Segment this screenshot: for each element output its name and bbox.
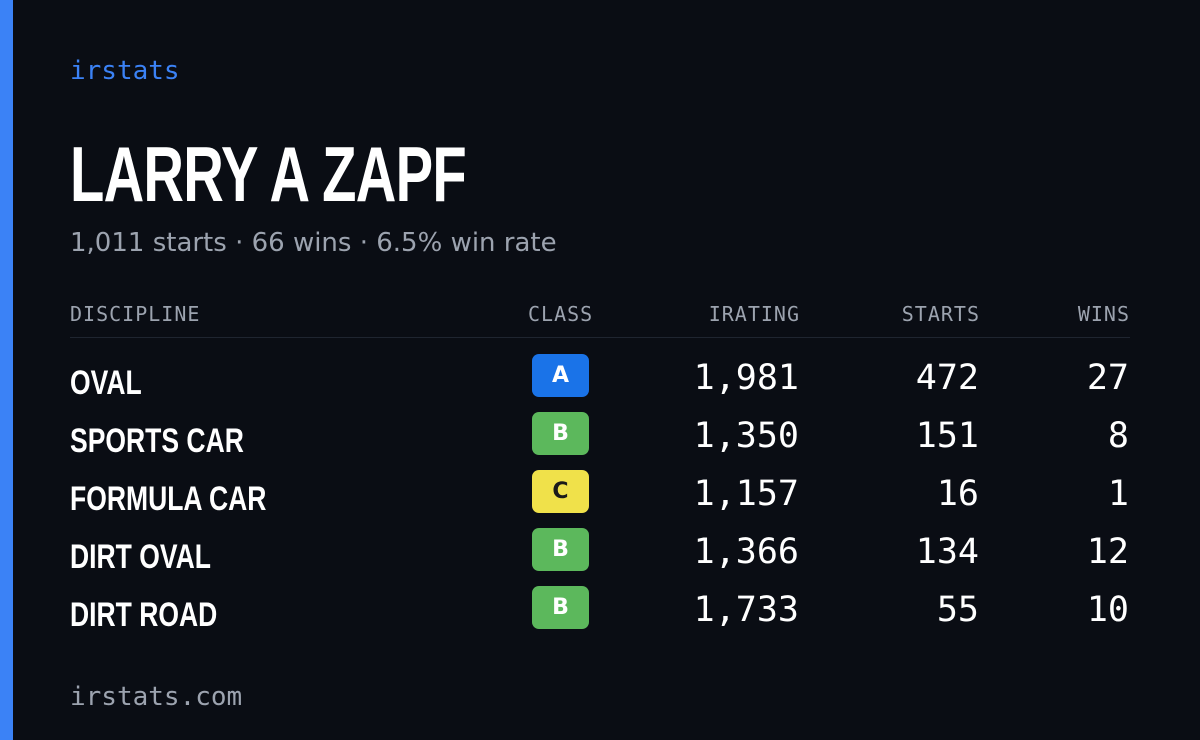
starts-value: 134 — [915, 532, 979, 572]
class-badge: C — [532, 470, 589, 513]
irating-value: 1,733 — [693, 590, 799, 630]
discipline-name: DIRT OVAL — [70, 538, 211, 576]
discipline-table: OVAL A 1,981 472 27 SPORTS CAR B 1,350 1… — [70, 350, 1130, 640]
starts-value: 16 — [936, 474, 979, 514]
footer-url: irstats.com — [70, 682, 243, 712]
header-irating: IRATING — [708, 302, 800, 326]
header-wins: WINS — [1077, 302, 1130, 326]
wins-value: 8 — [1107, 416, 1129, 456]
discipline-name: OVAL — [70, 364, 142, 402]
header-discipline: DISCIPLINE — [70, 302, 201, 326]
accent-bar — [0, 0, 13, 740]
table-header: DISCIPLINE CLASS IRATING STARTS WINS — [70, 300, 1130, 338]
irating-value: 1,350 — [693, 416, 799, 456]
starts-value: 472 — [915, 358, 979, 398]
table-row: DIRT OVAL B 1,366 134 12 — [70, 524, 1130, 582]
table-row: FORMULA CAR C 1,157 16 1 — [70, 466, 1130, 524]
table-row: DIRT ROAD B 1,733 55 10 — [70, 582, 1130, 640]
irating-value: 1,981 — [693, 358, 799, 398]
table-row: SPORTS CAR B 1,350 151 8 — [70, 408, 1130, 466]
class-badge: A — [532, 354, 589, 397]
irating-value: 1,366 — [693, 532, 799, 572]
class-badge: B — [532, 528, 589, 571]
brand-logo: irstats — [70, 56, 180, 86]
irating-value: 1,157 — [693, 474, 799, 514]
wins-value: 27 — [1086, 358, 1129, 398]
discipline-name: FORMULA CAR — [70, 480, 267, 518]
driver-name: LARRY A ZAPF — [70, 130, 467, 218]
wins-value: 1 — [1107, 474, 1129, 514]
header-class: CLASS — [528, 302, 594, 326]
discipline-name: DIRT ROAD — [70, 596, 218, 634]
class-badge: B — [532, 586, 589, 629]
starts-value: 55 — [936, 590, 979, 630]
discipline-name: SPORTS CAR — [70, 422, 244, 460]
driver-summary: 1,011 starts · 66 wins · 6.5% win rate — [70, 228, 557, 258]
header-starts: STARTS — [901, 302, 980, 326]
starts-value: 151 — [915, 416, 979, 456]
table-row: OVAL A 1,981 472 27 — [70, 350, 1130, 408]
class-badge: B — [532, 412, 589, 455]
wins-value: 12 — [1086, 532, 1129, 572]
wins-value: 10 — [1086, 590, 1129, 630]
